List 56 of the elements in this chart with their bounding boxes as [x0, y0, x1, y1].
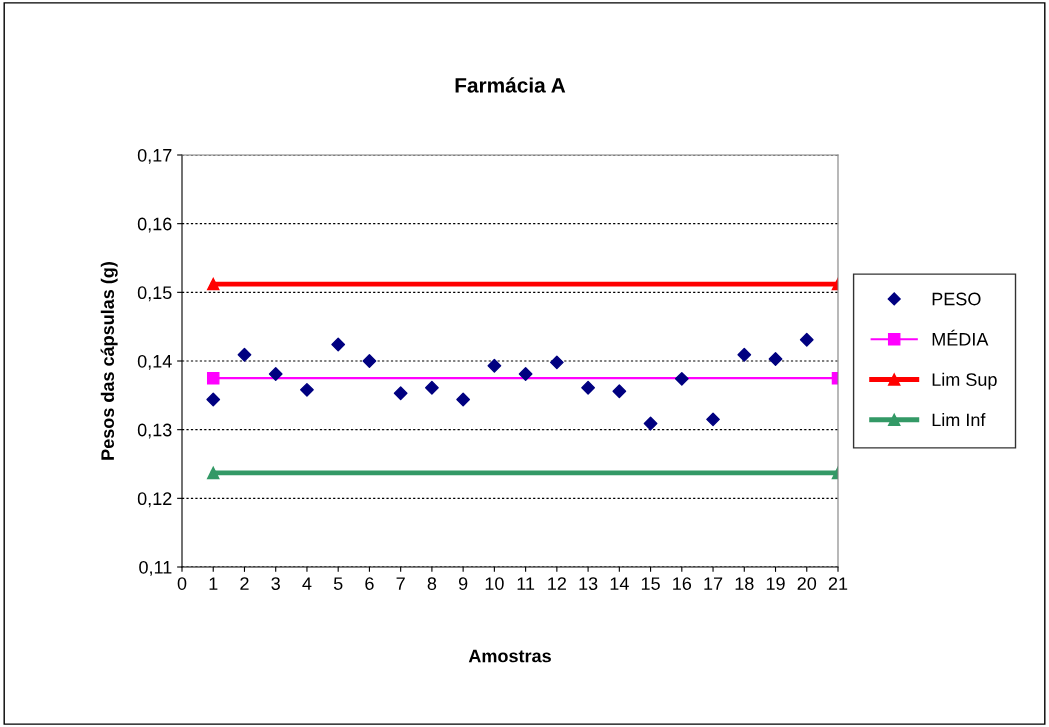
x-axis-title: Amostras	[468, 649, 551, 663]
point	[300, 382, 314, 397]
point	[456, 392, 471, 407]
x-tick-label: 0	[177, 577, 187, 590]
legend-label: Lim Inf	[932, 413, 986, 427]
x-tick-label: 2	[240, 577, 249, 590]
point	[331, 337, 346, 352]
x-tick-label: 16	[673, 577, 692, 590]
point	[424, 380, 439, 395]
y-tick-label: 0,16	[137, 217, 172, 233]
point	[612, 384, 627, 399]
x-tick-label: 8	[427, 577, 437, 590]
x-tick-label: 1	[209, 577, 218, 590]
y-tick-label: 0,14	[137, 354, 172, 370]
chart-title: Farmácia A	[455, 77, 566, 93]
x-tick-label: 9	[458, 577, 468, 590]
point	[674, 371, 689, 386]
y-tick-label: 0,11	[139, 560, 172, 576]
legend-label: MÉDIA	[932, 329, 989, 346]
x-tick-label: 14	[610, 577, 629, 590]
x-tick-label: 7	[396, 577, 405, 590]
legend-label: Lim Sup	[932, 372, 997, 390]
point	[393, 386, 408, 401]
x-tick-label: 20	[797, 577, 817, 590]
y-tick-label: 0,15	[137, 286, 172, 302]
x-tick-label: 6	[365, 577, 374, 590]
point	[237, 347, 252, 362]
x-tick-label: 5	[333, 577, 343, 590]
y-tick-label: 0,17	[137, 148, 172, 164]
y-tick-label: 0,12	[137, 492, 172, 508]
point	[768, 352, 783, 366]
x-tick-label: 12	[548, 577, 566, 590]
x-tick-label: 21	[828, 577, 848, 590]
x-tick-label: 13	[579, 577, 598, 590]
x-tick-label: 17	[704, 577, 723, 590]
x-tick-label: 19	[766, 577, 785, 590]
x-tick-label: 15	[641, 577, 660, 590]
point	[362, 354, 377, 368]
x-tick-label: 11	[517, 577, 535, 590]
point	[487, 358, 502, 373]
point	[518, 367, 533, 381]
y-axis-title: Pesos das cápsulas (g)	[100, 262, 118, 460]
point	[206, 392, 221, 407]
x-tick-label: 4	[302, 577, 312, 590]
point	[549, 355, 564, 370]
y-tick-label: 0,13	[137, 423, 172, 439]
legend-label: PESO	[932, 292, 981, 306]
point	[643, 416, 658, 431]
point	[737, 347, 752, 362]
point	[268, 367, 283, 381]
point	[581, 380, 596, 395]
x-tick-label: 18	[735, 577, 754, 590]
point	[799, 332, 814, 347]
x-tick-label: 3	[271, 577, 280, 590]
point	[706, 412, 720, 427]
x-tick-label: 10	[485, 577, 504, 590]
